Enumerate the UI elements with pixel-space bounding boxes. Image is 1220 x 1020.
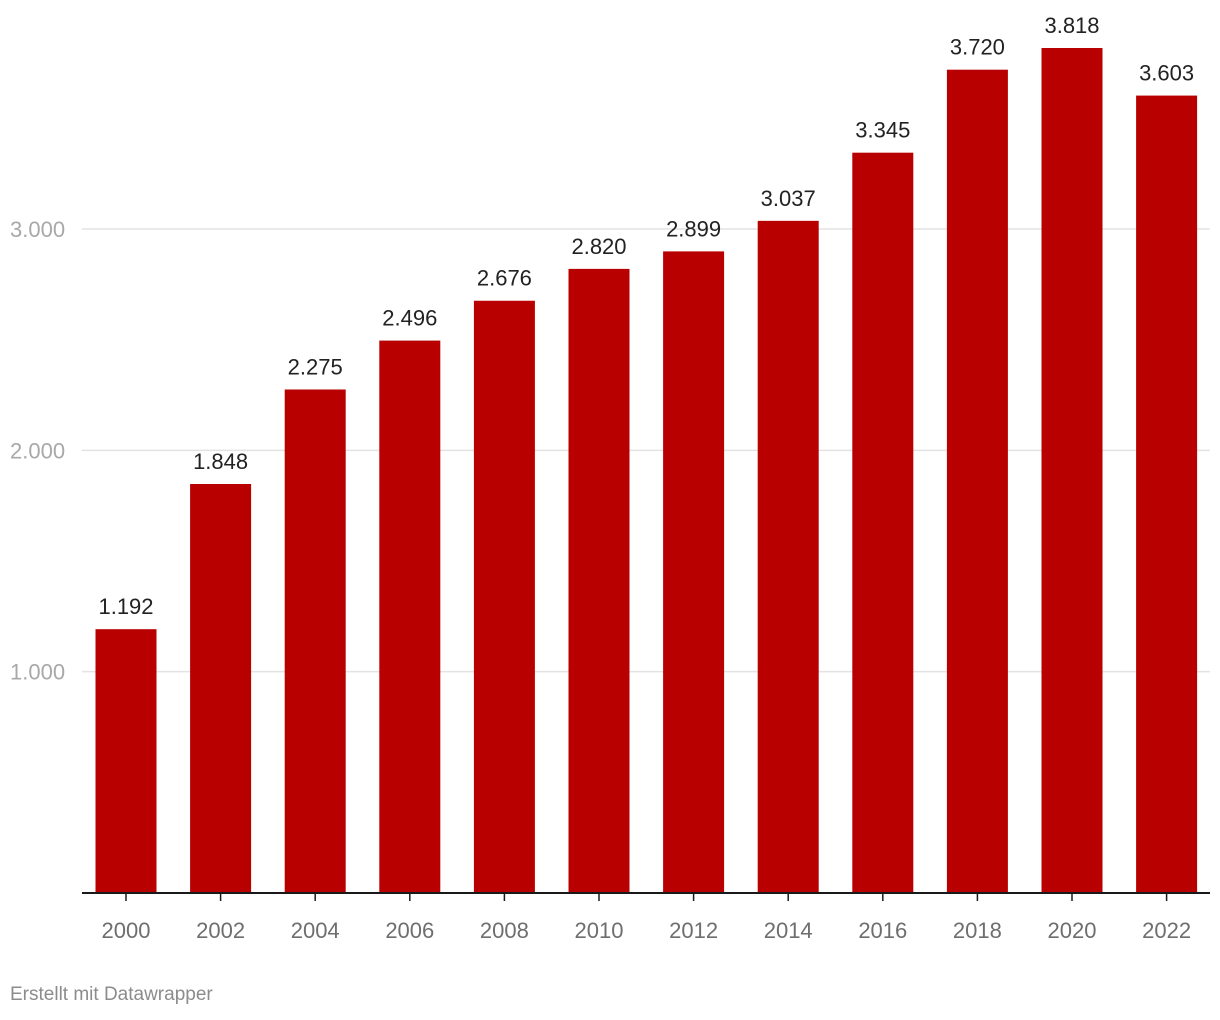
data-label: 3.818	[1044, 13, 1099, 38]
x-tick-label: 2014	[764, 918, 813, 943]
bar	[946, 69, 1008, 893]
bar	[1041, 48, 1103, 893]
bar	[852, 152, 914, 893]
x-tick-label: 2022	[1142, 918, 1191, 943]
data-label: 2.899	[666, 216, 721, 241]
x-tick-label: 2002	[196, 918, 245, 943]
x-axis: 2000 2002 2004 2006 2008 2010 2012 2014 2016 2018…	[82, 892, 1210, 943]
x-tick-label: 2010	[575, 918, 624, 943]
bar	[379, 340, 441, 894]
bar	[1136, 95, 1198, 894]
data-label: 2.676	[477, 266, 532, 291]
gridlines	[82, 228, 1210, 673]
x-tick-label: 2004	[291, 918, 340, 943]
bar	[663, 251, 725, 894]
y-tick-label: 2.000	[10, 438, 65, 463]
data-label: 2.275	[288, 354, 343, 379]
y-tick-label: 1.000	[10, 660, 65, 685]
data-label: 3.603	[1139, 61, 1194, 86]
credit-text: Erstellt mit Datawrapper	[10, 984, 213, 1005]
bars	[95, 48, 1198, 894]
data-label: 1.192	[98, 594, 153, 619]
bar	[190, 484, 252, 893]
value-labels: 1.192 1.848 2.275 2.496 2.676 2.820 2.899 3.037…	[98, 13, 1194, 619]
bar	[284, 389, 346, 893]
data-label: 1.848	[193, 449, 248, 474]
data-label: 2.496	[382, 306, 437, 331]
y-axis-ticks: 1.000 2.000 3.000	[10, 217, 65, 685]
bar	[568, 268, 630, 893]
x-tick-label: 2006	[385, 918, 434, 943]
y-tick-label: 3.000	[10, 217, 65, 242]
data-label: 3.720	[950, 35, 1005, 60]
data-label: 3.037	[761, 186, 816, 211]
x-tick-label: 2008	[480, 918, 529, 943]
x-tick-label: 2016	[858, 918, 907, 943]
bar	[473, 300, 535, 893]
x-tick-label: 2020	[1048, 918, 1097, 943]
bar	[95, 629, 157, 893]
x-tick-label: 2012	[669, 918, 718, 943]
bar	[757, 220, 819, 894]
data-label: 2.820	[571, 234, 626, 259]
data-label: 3.345	[855, 118, 910, 143]
x-tick-label: 2000	[102, 918, 151, 943]
x-tick-label: 2018	[953, 918, 1002, 943]
